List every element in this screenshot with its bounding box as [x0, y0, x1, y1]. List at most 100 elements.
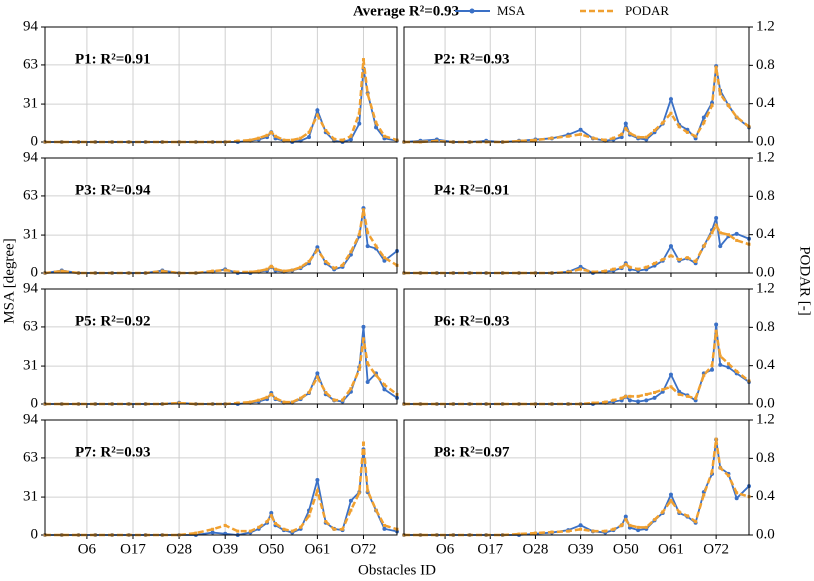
panel-frame [403, 288, 750, 405]
data-point [341, 263, 345, 267]
panel-title: P2: R²=0.93 [434, 51, 510, 67]
data-point [361, 208, 365, 212]
series-line [45, 59, 398, 144]
data-point [357, 491, 361, 495]
data-point [324, 129, 328, 132]
x-tick-label: O72 [351, 541, 377, 557]
data-point [324, 260, 328, 263]
data-point [718, 92, 722, 96]
panel-frame [403, 419, 750, 536]
panel-title: P6: R²=0.93 [434, 313, 510, 329]
data-point [265, 395, 269, 399]
data-point [566, 529, 570, 533]
data-point [579, 132, 583, 136]
data-point [579, 267, 583, 271]
y2-tick-label: 0.4 [756, 226, 775, 242]
series-line [45, 338, 398, 406]
data-point [714, 215, 719, 220]
data-point [735, 238, 739, 242]
data-point [668, 97, 673, 102]
data-point [653, 391, 657, 394]
data-point [718, 354, 722, 358]
data-point [269, 130, 273, 134]
chart-title: Average R²=0.93 [353, 3, 459, 19]
data-point [357, 233, 361, 237]
data-point [579, 527, 583, 531]
data-point [735, 369, 739, 373]
y2-tick-label: 0.0 [756, 395, 775, 411]
data-point [718, 362, 723, 367]
data-point [315, 371, 320, 376]
data-point [307, 135, 311, 140]
data-point [307, 391, 311, 394]
data-point [669, 111, 673, 115]
data-point [282, 269, 286, 273]
data-point [718, 231, 722, 235]
data-point [652, 395, 657, 400]
series-line [404, 217, 750, 274]
x-tick-label: O6 [436, 541, 455, 557]
y2-tick-label: 0.4 [756, 488, 775, 504]
data-point [248, 400, 252, 404]
data-point [653, 518, 657, 522]
data-point [591, 529, 595, 533]
x-tick-label: O61 [304, 541, 330, 557]
data-point [603, 529, 607, 533]
series-line [404, 330, 750, 406]
data-point [307, 514, 311, 518]
y-tick-label: 63 [23, 187, 38, 203]
data-point [611, 136, 615, 140]
data-point [726, 104, 730, 108]
data-point [349, 387, 353, 391]
x-tick-label: O6 [78, 541, 97, 557]
data-point [620, 523, 624, 527]
data-point [382, 526, 387, 531]
data-point [332, 266, 336, 270]
y-tick-label: 0 [31, 395, 39, 411]
data-point [248, 138, 252, 142]
data-point [578, 523, 583, 528]
data-point [382, 258, 387, 263]
x-tick-label: O28 [523, 541, 549, 557]
panel-frame [403, 26, 750, 143]
data-point [374, 121, 378, 125]
data-point [628, 523, 632, 527]
data-point [677, 258, 681, 262]
legend-label: MSA [497, 3, 526, 18]
data-point [366, 489, 370, 493]
data-point [661, 121, 665, 125]
data-point [341, 527, 345, 531]
data-point [349, 250, 353, 254]
data-point [210, 530, 215, 535]
data-point [366, 362, 370, 366]
data-point [517, 532, 521, 536]
x-tick-label: O17 [477, 541, 503, 557]
y2-tick-label: 1.2 [756, 280, 775, 296]
data-point [677, 125, 681, 129]
x-tick-label: O39 [568, 541, 594, 557]
data-point [248, 529, 252, 533]
data-point [734, 231, 739, 236]
data-point [290, 268, 294, 272]
data-point [694, 396, 698, 400]
data-point [620, 132, 624, 136]
data-point [653, 261, 657, 265]
data-point [661, 258, 665, 262]
data-point [361, 441, 365, 445]
data-point [273, 134, 277, 138]
data-point [694, 260, 698, 263]
data-point [315, 477, 320, 482]
panel-title: P7: R²=0.93 [75, 444, 151, 460]
data-point [177, 401, 181, 405]
data-point [624, 518, 628, 522]
data-point [726, 233, 730, 237]
data-point [299, 396, 303, 400]
data-point [257, 525, 261, 529]
y2-tick-label: 0.8 [756, 450, 775, 466]
data-point [734, 496, 739, 501]
data-point [533, 138, 537, 142]
y2-tick-label: 1.2 [756, 411, 775, 427]
data-point [366, 92, 370, 96]
x-axis-label: Obstacles ID [358, 562, 436, 578]
data-point [685, 130, 689, 134]
